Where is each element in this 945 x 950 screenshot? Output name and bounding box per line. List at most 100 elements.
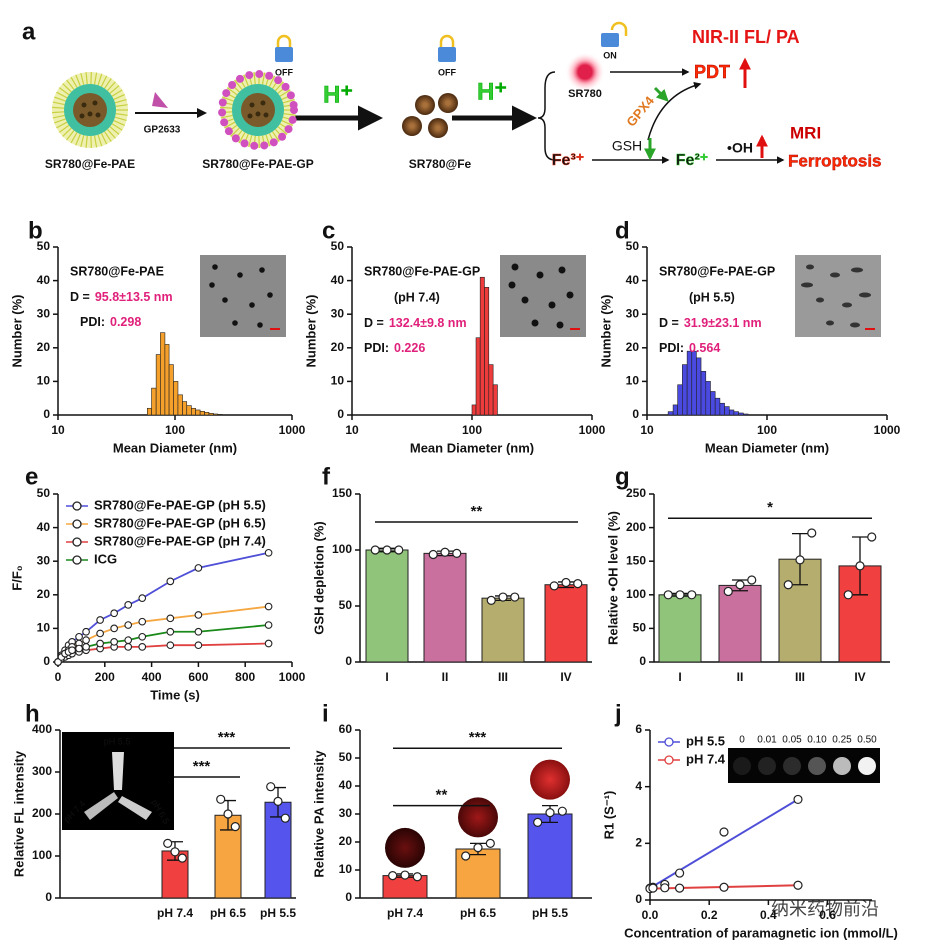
point [400, 870, 410, 880]
bar [705, 381, 711, 416]
label: GSH [612, 138, 642, 154]
point [82, 627, 90, 636]
legend-label: SR780@Fe-PAE-GP (pH 6.5) [94, 515, 266, 530]
x-tick-label: II [442, 670, 449, 684]
tem-particle [536, 271, 544, 279]
point [793, 794, 803, 805]
np-chain [62, 83, 72, 93]
bar [147, 407, 152, 416]
bar [182, 401, 188, 416]
panel-label: c [322, 217, 335, 244]
y-axis-label: Number (%) [598, 295, 613, 368]
y-tick-label: 4 [635, 779, 642, 793]
x-tick-label: 1000 [579, 423, 606, 437]
y-axis-label: Relative •OH level (%) [605, 511, 620, 645]
bar [488, 364, 494, 416]
point [96, 629, 104, 638]
tem-particle [267, 292, 273, 298]
point [867, 532, 877, 542]
tem-particle [801, 282, 813, 288]
pdi-annotation: PDI: 0.298 [80, 315, 141, 329]
point [194, 611, 203, 619]
np-chain [56, 91, 68, 99]
point [110, 609, 119, 618]
point [687, 590, 697, 600]
point [124, 643, 133, 651]
np-chain [106, 128, 116, 139]
np-peptide [228, 80, 237, 89]
pdi-label: PDI: [659, 341, 684, 355]
np-peptide [286, 91, 295, 100]
y-tick-label: 300 [32, 764, 52, 778]
point [166, 627, 175, 636]
y-tick-label: 30 [626, 306, 640, 320]
np-peptide [265, 71, 274, 80]
x-tick-label: 1000 [874, 423, 901, 437]
np-chain [111, 89, 123, 97]
np-peptide [289, 100, 298, 109]
tem-particle [222, 297, 228, 303]
point [675, 590, 685, 600]
x-tick-label: 800 [235, 670, 255, 684]
legend-marker [72, 537, 82, 547]
point [138, 632, 147, 641]
bar [728, 409, 735, 416]
tem-particle [548, 301, 556, 309]
pdi-value: 0.298 [110, 315, 141, 329]
np-chain [52, 111, 65, 114]
legend-label: SR780@Fe-PAE-GP (pH 7.4) [94, 533, 266, 548]
label: OFF [438, 67, 456, 77]
np-chain [243, 74, 249, 87]
np-chain [54, 96, 66, 102]
tem-particle [531, 319, 539, 327]
mri-sample [833, 757, 851, 775]
np-chain [114, 116, 127, 122]
panel-label: a [22, 18, 36, 45]
x-tick-label: 100 [165, 423, 185, 437]
label: SR780@Fe-PAE-GP [202, 157, 314, 171]
point [177, 853, 187, 863]
y-tick-label: 20 [339, 834, 353, 848]
np-chain [220, 114, 233, 119]
np-peptide [255, 70, 264, 79]
np-dot [263, 112, 269, 118]
bar [177, 394, 183, 416]
point [648, 883, 658, 893]
tem-particle [556, 321, 564, 329]
point [75, 632, 83, 641]
x-tick-label: 200 [95, 670, 115, 684]
bar [484, 287, 490, 416]
point [75, 644, 83, 653]
np-chain [85, 72, 88, 85]
x-tick-label: pH 7.4 [387, 906, 423, 920]
label: •OH [727, 140, 753, 156]
np-chain [93, 72, 98, 85]
point [68, 646, 76, 655]
np-chain [104, 131, 112, 142]
inset-label: 0.01 [757, 735, 777, 746]
np-peptide [240, 139, 249, 148]
y-tick-label: 100 [332, 542, 352, 556]
x-tick-label: IV [854, 670, 865, 684]
pdi-annotation: PDI: 0.226 [364, 341, 425, 355]
y-tick-label: 20 [37, 340, 51, 354]
tem-particle [237, 272, 243, 278]
point [170, 847, 180, 857]
chart-subtitle: (pH 7.4) [394, 290, 440, 304]
bar [492, 384, 498, 416]
tem-particle [830, 272, 840, 278]
point [573, 578, 583, 589]
mri-sample [758, 757, 776, 775]
point [138, 643, 147, 651]
y-axis-label: Number (%) [9, 295, 24, 368]
np-peptide [288, 115, 297, 124]
point [230, 821, 240, 832]
y-tick-label: 10 [331, 374, 345, 388]
label: SR780 [568, 88, 602, 100]
label: PDT [694, 62, 730, 82]
tem-particle [249, 302, 255, 308]
y-tick-label: 200 [626, 520, 646, 534]
np-dot [87, 111, 93, 117]
particle [438, 93, 458, 113]
